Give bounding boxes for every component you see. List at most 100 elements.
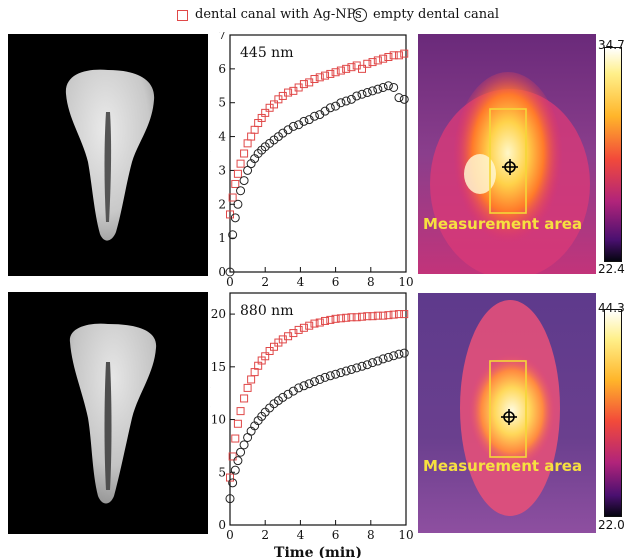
data-point-circle bbox=[341, 366, 351, 376]
data-point-circle bbox=[336, 98, 346, 108]
x-axis-label: Time (min) bbox=[274, 545, 362, 558]
data-point-square bbox=[400, 310, 409, 319]
data-point-square bbox=[250, 125, 259, 134]
data-point-circle bbox=[399, 348, 409, 358]
colorbar-top-max: 34.7 bbox=[598, 38, 625, 52]
thermal-image-top: Measurement area bbox=[418, 34, 596, 274]
data-point-circle bbox=[294, 383, 304, 393]
data-point-square bbox=[228, 452, 237, 461]
legend-circle-marker bbox=[353, 8, 367, 22]
x-tick-label: 10 bbox=[398, 528, 413, 542]
data-point-square bbox=[342, 313, 351, 322]
data-point-square bbox=[384, 311, 393, 320]
y-tick-label: 5 bbox=[218, 96, 226, 110]
data-point-square bbox=[336, 66, 345, 75]
data-point-square bbox=[384, 53, 393, 62]
data-point-circle bbox=[228, 478, 238, 488]
data-point-square bbox=[270, 100, 278, 109]
data-point-circle bbox=[315, 374, 325, 384]
x-tick-label: 8 bbox=[367, 528, 375, 542]
data-point-circle bbox=[399, 94, 409, 104]
tooth-photo-top bbox=[8, 34, 208, 276]
x-tick-label: 2 bbox=[261, 528, 269, 542]
data-point-square bbox=[243, 383, 252, 392]
data-point-circle bbox=[236, 447, 246, 457]
y-tick-label: 20 bbox=[211, 307, 226, 321]
data-point-circle bbox=[373, 84, 383, 94]
data-point-square bbox=[373, 56, 382, 65]
y-tick-label: 3 bbox=[218, 163, 226, 177]
data-point-circle bbox=[325, 371, 335, 381]
data-point-square bbox=[305, 321, 314, 330]
data-point-square bbox=[379, 54, 388, 63]
measurement-area-label-bottom: Measurement area bbox=[423, 457, 583, 475]
data-point-circle bbox=[378, 354, 388, 364]
y-tick-label: 4 bbox=[218, 130, 226, 144]
data-point-square bbox=[261, 108, 270, 117]
chart-445nm: 0 2 4 6 8 10 0 1 2 3 4 5 6 7 ΔT (°C) 445 nm bbox=[210, 32, 414, 286]
tooth-image-top bbox=[65, 69, 155, 241]
y-tick-label: 10 bbox=[211, 413, 226, 427]
x-tick-label: 0 bbox=[226, 275, 234, 286]
x-tick-label: 4 bbox=[297, 275, 305, 286]
y-tick-label: 1 bbox=[218, 231, 226, 245]
data-point-circle bbox=[265, 403, 275, 413]
x-tick-label: 0 bbox=[226, 528, 234, 542]
data-point-square bbox=[226, 473, 234, 482]
data-point-square bbox=[347, 63, 356, 72]
data-point-square bbox=[373, 311, 382, 320]
data-point-circle bbox=[357, 361, 367, 371]
y-tick-label: 2 bbox=[218, 197, 226, 211]
measurement-area-label-top: Measurement area bbox=[423, 215, 583, 233]
data-point-circle bbox=[373, 356, 383, 366]
data-point-circle bbox=[299, 381, 309, 391]
data-point-circle bbox=[336, 368, 346, 378]
data-point-square bbox=[379, 311, 388, 320]
data-point-circle bbox=[389, 82, 399, 92]
data-point-circle bbox=[309, 377, 319, 387]
data-point-square bbox=[231, 179, 240, 188]
plot-frame bbox=[229, 34, 407, 273]
x-tick-label: 8 bbox=[367, 275, 375, 286]
data-point-circle bbox=[394, 349, 404, 359]
data-point-square bbox=[310, 75, 319, 84]
tooth-image-bottom bbox=[69, 323, 157, 504]
data-point-circle bbox=[278, 392, 288, 402]
data-point-square bbox=[358, 312, 366, 321]
data-point-square bbox=[236, 407, 245, 416]
data-point-square bbox=[321, 316, 330, 325]
x-tick-label: 4 bbox=[297, 528, 305, 542]
data-point-square bbox=[389, 51, 398, 60]
chart-880nm: 0 2 4 6 8 10 0 5 10 15 20 ΔT (°C) Time (min) 880 nm bbox=[210, 292, 414, 558]
data-point-circle bbox=[288, 121, 298, 131]
data-point-circle bbox=[341, 96, 351, 106]
data-point-square bbox=[352, 313, 361, 322]
data-point-circle bbox=[239, 440, 249, 450]
data-point-square bbox=[240, 394, 249, 403]
data-point-circle bbox=[288, 386, 298, 396]
data-point-square bbox=[368, 312, 377, 321]
wavelength-annotation: 445 nm bbox=[240, 45, 293, 61]
data-point-circle bbox=[362, 360, 372, 370]
data-point-square bbox=[299, 323, 308, 332]
data-point-circle bbox=[368, 358, 378, 368]
data-point-square bbox=[331, 314, 340, 323]
x-tick-label: 2 bbox=[261, 275, 269, 286]
colorbar-bottom-min: 22.0 bbox=[598, 518, 625, 532]
x-tick-label: 6 bbox=[332, 528, 340, 542]
data-point-square bbox=[247, 132, 256, 141]
colorbar-top-min: 22.4 bbox=[598, 262, 625, 276]
data-point-circle bbox=[389, 351, 399, 361]
data-point-circle bbox=[233, 199, 243, 209]
y-tick-label: 15 bbox=[211, 360, 226, 374]
colorbar-top bbox=[604, 47, 622, 262]
data-point-square bbox=[261, 352, 270, 361]
data-point-square bbox=[368, 58, 377, 67]
y-axis-label: ΔT (°C) bbox=[210, 383, 212, 436]
data-point-square bbox=[228, 193, 237, 202]
data-point-circle bbox=[299, 116, 309, 126]
y-axis-label: ΔT (°C) bbox=[210, 127, 212, 180]
legend-item-ag-nps: dental canal with Ag-NPs bbox=[177, 7, 362, 23]
data-point-circle bbox=[225, 267, 235, 277]
data-point-circle bbox=[368, 86, 378, 96]
